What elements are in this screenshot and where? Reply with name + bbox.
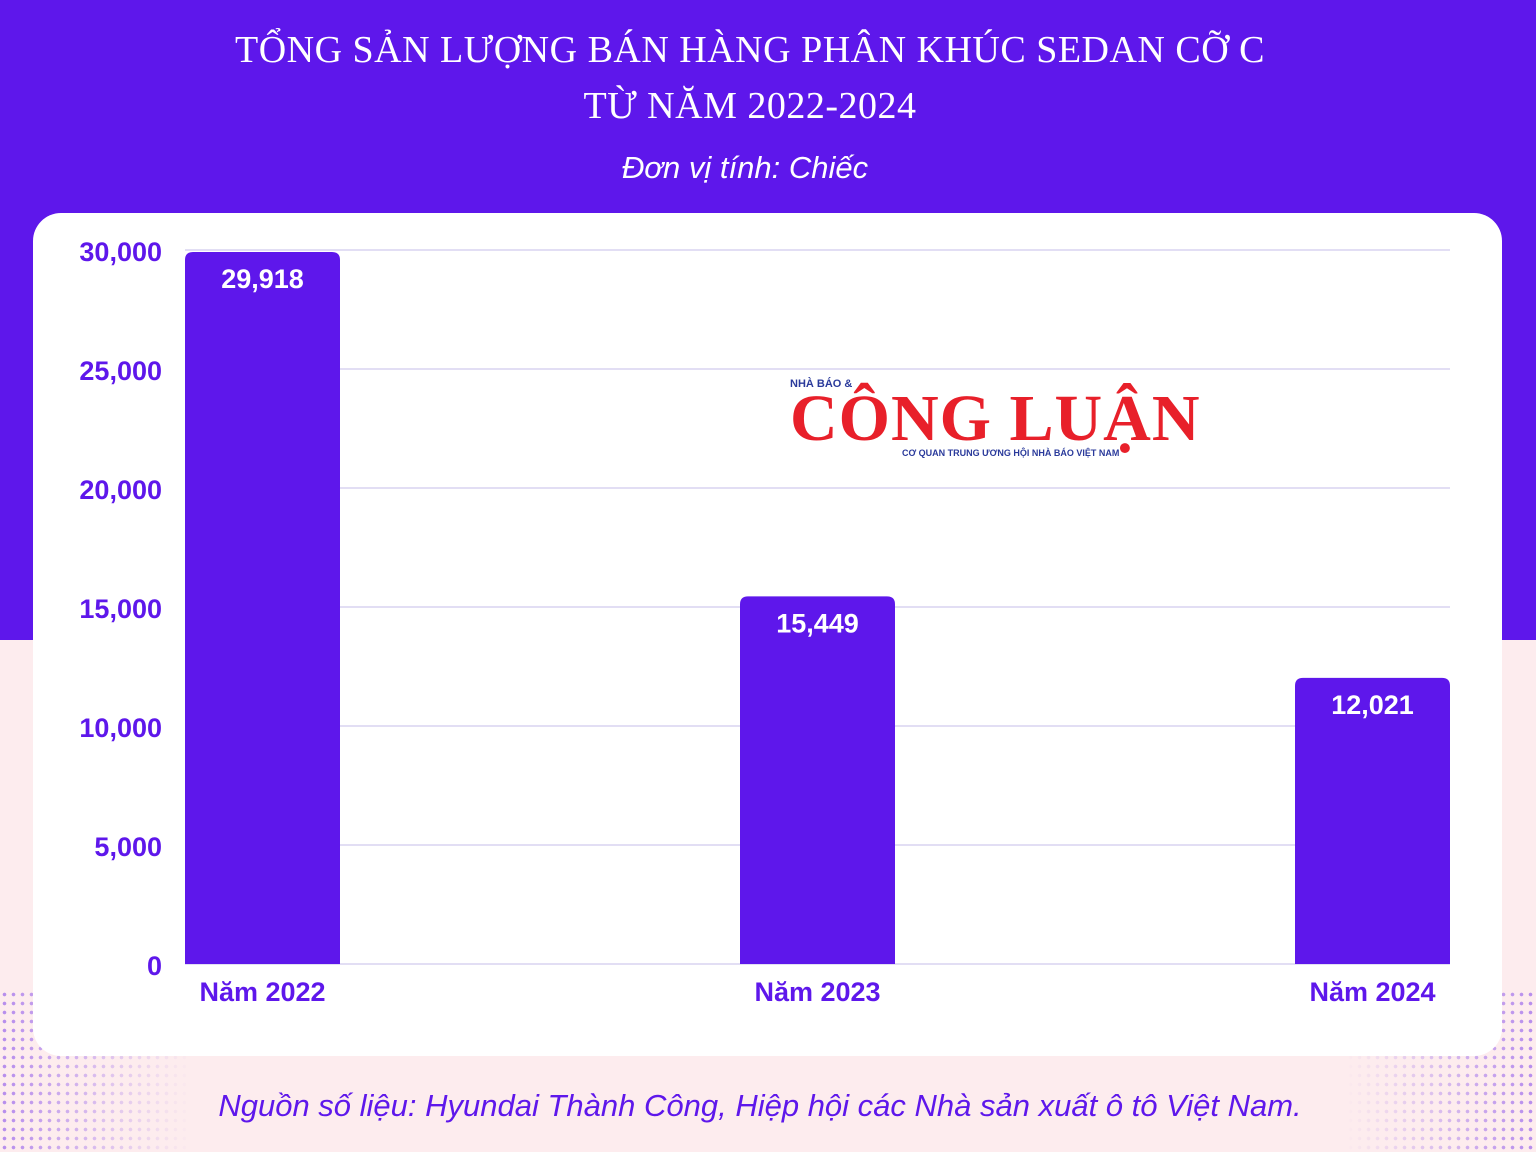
y-tick-label: 10,000 bbox=[79, 713, 162, 743]
bar-value-label: 12,021 bbox=[1331, 690, 1414, 720]
y-axis-ticks: 0 5,000 10,000 15,000 20,000 25,000 30,000 bbox=[79, 237, 162, 981]
logo-prefix: NHÀ BÁO & bbox=[790, 378, 853, 390]
bar-value-label: 29,918 bbox=[221, 264, 304, 294]
x-category-label: Năm 2022 bbox=[199, 977, 325, 1007]
bar bbox=[740, 596, 895, 964]
y-tick-label: 30,000 bbox=[79, 237, 162, 267]
bar bbox=[1295, 677, 1450, 964]
unit-label: Đơn vị tính: Chiếc bbox=[621, 150, 869, 185]
bars bbox=[185, 251, 1450, 964]
logo-name: CÔNG LUẬN bbox=[790, 382, 1201, 455]
y-tick-label: 5,000 bbox=[94, 832, 162, 862]
x-category-label: Năm 2024 bbox=[1309, 977, 1435, 1007]
bar-value-labels: 29,918 15,449 12,021 bbox=[221, 264, 1414, 720]
cong-luan-logo: NHÀ BÁO & CÔNG LUẬN CƠ QUAN TRUNG ƯƠNG H… bbox=[790, 376, 1230, 466]
chart-title-line-2: TỪ NĂM 2022-2024 bbox=[583, 85, 917, 127]
bar-value-label: 15,449 bbox=[776, 608, 859, 638]
logo-tagline: CƠ QUAN TRUNG ƯƠNG HỘI NHÀ BÁO VIỆT NAM bbox=[902, 448, 1120, 458]
x-axis-categories: Năm 2022 Năm 2023 Năm 2024 bbox=[199, 977, 1435, 1007]
bar bbox=[185, 251, 340, 964]
y-tick-label: 20,000 bbox=[79, 475, 162, 505]
data-source: Nguồn số liệu: Hyundai Thành Công, Hiệp … bbox=[218, 1088, 1302, 1123]
y-tick-label: 0 bbox=[147, 951, 162, 981]
y-tick-label: 25,000 bbox=[79, 356, 162, 386]
chart-title-line-1: TỔNG SẢN LƯỢNG BÁN HÀNG PHÂN KHÚC SEDAN … bbox=[234, 29, 1266, 71]
y-tick-label: 15,000 bbox=[79, 594, 162, 624]
x-category-label: Năm 2023 bbox=[754, 977, 880, 1007]
